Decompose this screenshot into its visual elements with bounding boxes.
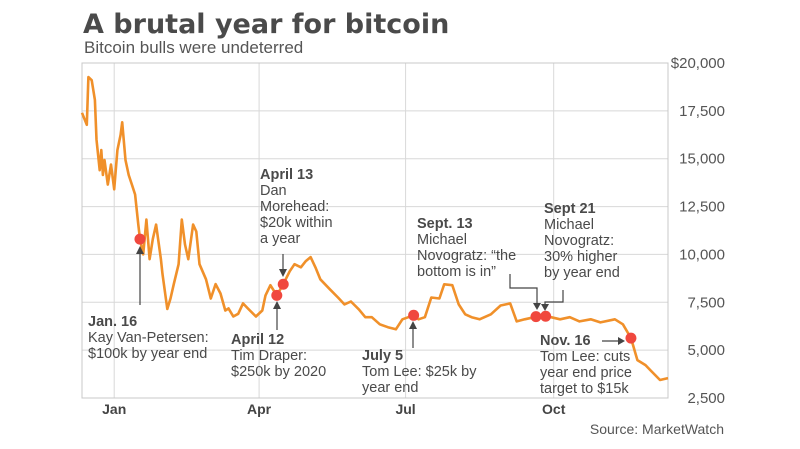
annotation-6: Nov. 16 Tom Lee: cuts year end price target… [540, 333, 632, 397]
event-marker [625, 332, 637, 344]
annotation-date: Sept 21 [544, 201, 596, 217]
annotation-text: Tom Lee: cuts [540, 349, 630, 365]
x-tick-label: Apr [247, 401, 272, 417]
event-marker [134, 233, 146, 245]
annotation-text: a year [260, 231, 300, 247]
annotation-text: Novogratz: “the [417, 248, 516, 264]
annotations: Jan. 16 Kay Van-Petersen: $100k by year en… [88, 167, 632, 397]
annotation-3: July 5 Tom Lee: $25k by year end [362, 348, 477, 396]
y-tick-label: 17,500 [679, 103, 725, 120]
annotation-text: Kay Van-Petersen: [88, 330, 209, 346]
arrowhead-icon [618, 337, 625, 345]
y-tick-label: 15,000 [679, 151, 725, 168]
annotation-text: Novogratz: [544, 233, 614, 249]
y-tick-label: 7,500 [687, 294, 725, 311]
price-line [80, 75, 669, 382]
arrowhead-icon [279, 269, 287, 277]
annotation-5: Sept 21 Michael Novogratz: 30% higher by yea… [544, 201, 620, 281]
annotation-text: Tim Draper: [231, 348, 307, 364]
arrowhead-icon [533, 303, 541, 310]
annotation-arrows [136, 246, 625, 348]
annotation-text: Morehead: [260, 199, 329, 215]
y-tick-label: 10,000 [679, 246, 725, 263]
plot-frame [81, 62, 669, 399]
annotation-date: Sept. 13 [417, 216, 473, 232]
annotation-text: year end price [540, 365, 632, 381]
annotation-date: Jan. 16 [88, 314, 137, 330]
annotation-1: April 12 Tim Draper: $250k by 2020 [231, 332, 326, 380]
arrowhead-icon [409, 321, 417, 329]
arrowhead-icon [136, 246, 144, 254]
annotation-date: Nov. 16 [540, 333, 591, 349]
arrow-sept13 [509, 274, 538, 305]
y-axis: $20,000 17,500 15,000 12,500 10,000 7,500 5,00… [671, 55, 725, 407]
annotation-text: year end [362, 380, 418, 396]
annotation-date: July 5 [362, 348, 403, 364]
annotation-text: Tom Lee: $25k by [362, 364, 477, 380]
source-note: Source: MarketWatch [590, 421, 724, 437]
chart-subtitle: Bitcoin bulls were undeterred [84, 38, 303, 57]
y-tick-label: $20,000 [671, 55, 725, 72]
annotation-2: April 13 Dan Morehead: $20k within a year [260, 167, 333, 247]
y-tick-label: 12,500 [679, 199, 725, 216]
annotation-text: bottom is in” [417, 264, 496, 280]
annotation-0: Jan. 16 Kay Van-Petersen: $100k by year en… [88, 314, 209, 362]
chart-title: A brutal year for bitcoin [83, 9, 449, 40]
event-marker [271, 289, 283, 301]
x-tick-label: Jul [395, 401, 415, 417]
y-tick-label: 5,000 [687, 342, 725, 359]
annotation-4: Sept. 13 Michael Novogratz: “the bottom is … [417, 216, 516, 280]
annotation-text: $250k by 2020 [231, 364, 326, 380]
event-marker [277, 278, 289, 290]
annotation-date: April 13 [260, 167, 313, 183]
event-marker [540, 310, 552, 322]
annotation-text: 30% higher [544, 249, 618, 265]
event-markers [134, 233, 637, 344]
annotation-text: target to $15k [540, 381, 629, 397]
annotation-text: Michael [417, 232, 467, 248]
x-tick-label: Oct [542, 401, 566, 417]
y-tick-label: 2,500 [687, 390, 725, 407]
event-marker [408, 309, 420, 321]
arrowhead-icon [273, 301, 281, 309]
annotation-text: $20k within [260, 215, 333, 231]
x-axis: Jan Apr Jul Oct [102, 401, 566, 417]
x-tick-label: Jan [102, 401, 126, 417]
annotation-text: Dan [260, 183, 287, 199]
annotation-text: Michael [544, 217, 594, 233]
annotation-text: $100k by year end [88, 346, 207, 362]
arrowhead-icon [541, 304, 549, 311]
annotation-text: by year end [544, 265, 620, 281]
event-marker [530, 311, 542, 323]
gridlines [82, 62, 668, 399]
annotation-date: April 12 [231, 332, 284, 348]
